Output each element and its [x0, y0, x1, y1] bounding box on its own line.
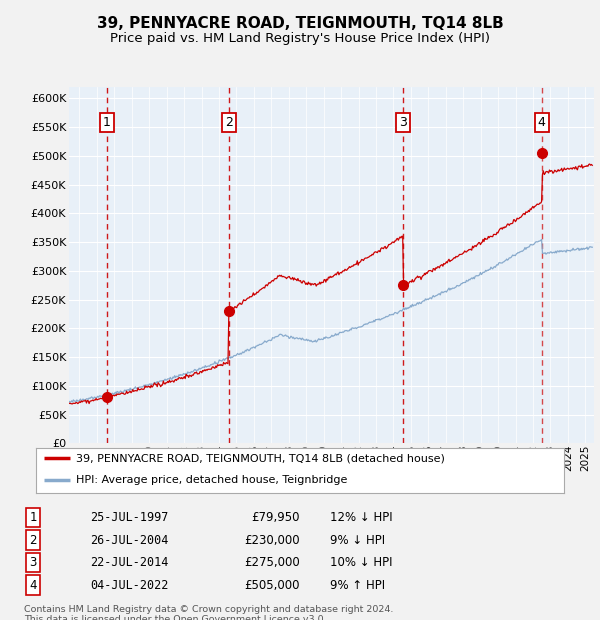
Text: 4: 4 — [29, 578, 37, 591]
Text: £230,000: £230,000 — [244, 534, 300, 546]
Text: Contains HM Land Registry data © Crown copyright and database right 2024.
This d: Contains HM Land Registry data © Crown c… — [24, 604, 394, 620]
Text: 04-JUL-2022: 04-JUL-2022 — [90, 578, 169, 591]
Text: 4: 4 — [538, 116, 545, 129]
Text: £505,000: £505,000 — [245, 578, 300, 591]
Text: 39, PENNYACRE ROAD, TEIGNMOUTH, TQ14 8LB (detached house): 39, PENNYACRE ROAD, TEIGNMOUTH, TQ14 8LB… — [76, 453, 445, 463]
Text: 10% ↓ HPI: 10% ↓ HPI — [330, 556, 392, 569]
Text: 39, PENNYACRE ROAD, TEIGNMOUTH, TQ14 8LB: 39, PENNYACRE ROAD, TEIGNMOUTH, TQ14 8LB — [97, 16, 503, 30]
Text: 22-JUL-2014: 22-JUL-2014 — [90, 556, 169, 569]
Text: 3: 3 — [29, 556, 37, 569]
Text: 2: 2 — [29, 534, 37, 546]
Text: Price paid vs. HM Land Registry's House Price Index (HPI): Price paid vs. HM Land Registry's House … — [110, 32, 490, 45]
Text: 25-JUL-1997: 25-JUL-1997 — [90, 511, 169, 524]
Text: HPI: Average price, detached house, Teignbridge: HPI: Average price, detached house, Teig… — [76, 476, 347, 485]
Text: 9% ↑ HPI: 9% ↑ HPI — [330, 578, 385, 591]
Text: 1: 1 — [103, 116, 110, 129]
Text: 2: 2 — [225, 116, 233, 129]
Text: £275,000: £275,000 — [244, 556, 300, 569]
Text: £79,950: £79,950 — [251, 511, 300, 524]
Text: 12% ↓ HPI: 12% ↓ HPI — [330, 511, 392, 524]
Text: 3: 3 — [399, 116, 407, 129]
Text: 1: 1 — [29, 511, 37, 524]
Text: 9% ↓ HPI: 9% ↓ HPI — [330, 534, 385, 546]
Text: 26-JUL-2004: 26-JUL-2004 — [90, 534, 169, 546]
